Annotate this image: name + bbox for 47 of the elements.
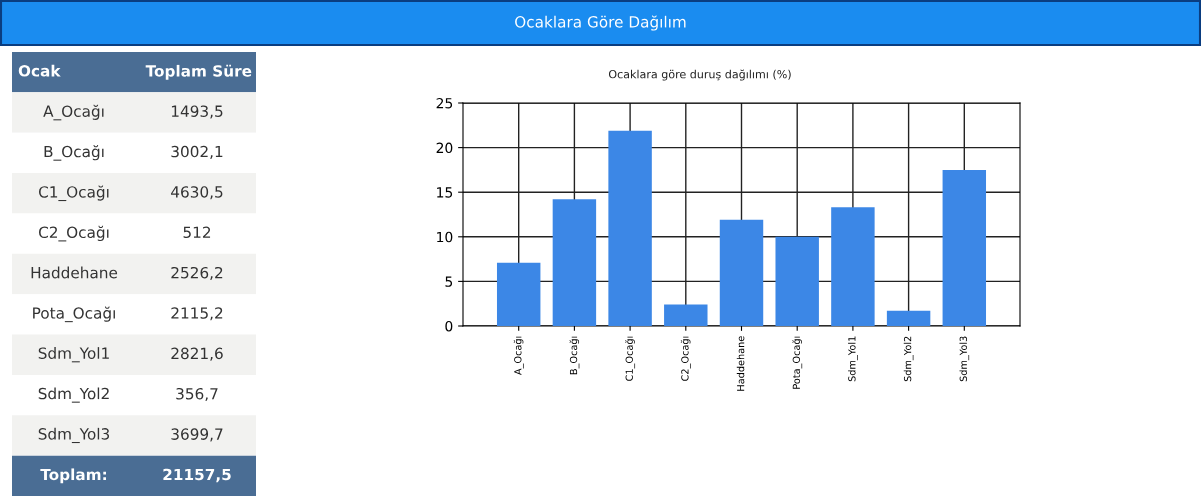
x-tick-label: A_Ocağı: [513, 336, 524, 375]
x-tick-label: Haddehane: [736, 336, 745, 391]
bar: [775, 236, 819, 326]
x-tick-label: C2_Ocağı: [680, 336, 691, 381]
category-label: B_Ocağı: [44, 145, 104, 161]
bar: [608, 130, 652, 326]
bar: [886, 310, 931, 326]
text: Toplam:: [40, 468, 106, 484]
category-label: C1_Ocağı: [38, 185, 109, 202]
category-label: Haddehane: [31, 266, 118, 279]
text: 3699,7: [171, 428, 223, 442]
y-tick-label: 15: [437, 187, 453, 198]
bar: [496, 262, 541, 326]
category-label: A_Ocağı: [43, 104, 104, 121]
x-tick-label: Pota_Ocağı: [792, 336, 803, 389]
text: 2115,2: [171, 307, 223, 321]
y-tick-label: 0: [445, 320, 453, 332]
text: Toplam Süre: [145, 64, 252, 80]
x-tick-label: Sdm_Yol2: [903, 336, 914, 382]
bar: [831, 207, 875, 326]
text: 4630,5: [171, 186, 223, 200]
text: 356,7: [176, 387, 218, 402]
chart-subtitle: Ocaklara göre duruş dağılımı (%): [608, 69, 791, 81]
y-tick-label: 10: [437, 231, 453, 243]
category-label: C2_Ocağı: [38, 225, 109, 242]
category-label: Sdm_Yol3: [38, 427, 110, 444]
x-tick-label: C1_Ocağı: [625, 336, 636, 381]
text: Ocak: [18, 64, 61, 77]
text: 2526,2: [171, 266, 223, 280]
bar: [719, 219, 764, 326]
y-tick-label: 5: [445, 276, 453, 287]
bar: [552, 199, 597, 326]
x-tick-label: Sdm_Yol3: [959, 336, 970, 382]
y-tick-label: 20: [436, 142, 453, 154]
text: 21157,5: [163, 468, 231, 483]
bar: [664, 304, 708, 326]
x-tick-label: B_Ocağı: [569, 336, 580, 375]
x-tick-label: Sdm_Yol1: [848, 336, 858, 382]
chart-title: Ocaklara Göre Dağılım: [515, 15, 686, 31]
text: 2821,6: [171, 347, 223, 361]
text: 1493,5: [171, 105, 223, 119]
text: 3002,1: [171, 145, 223, 159]
bar: [942, 169, 987, 326]
category-label: Pota_Ocağı: [33, 306, 115, 323]
category-label: Sdm_Yol2: [38, 387, 109, 403]
y-tick-label: 25: [436, 97, 453, 109]
text: 512: [183, 226, 211, 239]
